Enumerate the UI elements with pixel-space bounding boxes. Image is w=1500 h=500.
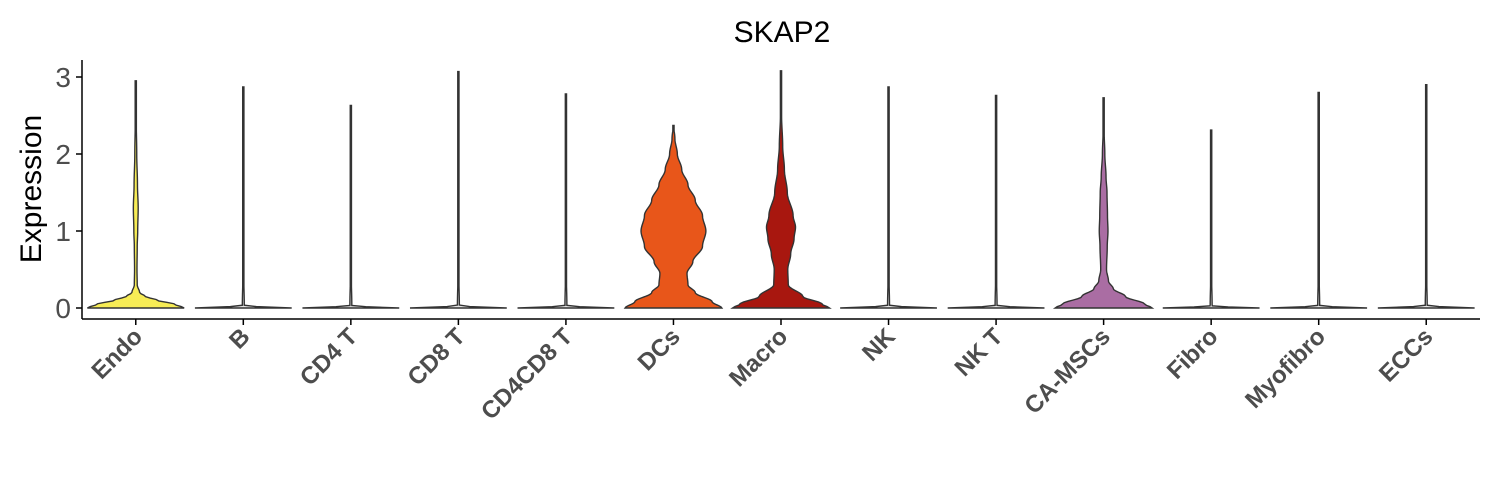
violin-cd4-t xyxy=(302,104,400,309)
violin-cd8-t xyxy=(409,70,507,309)
violin-cd4cd8-t xyxy=(517,93,615,309)
x-tick-label: NK xyxy=(857,323,901,367)
x-tick-label: Macro xyxy=(724,323,793,392)
x-tick-label: CA-MSCs xyxy=(1019,323,1115,419)
y-tick-label: 1 xyxy=(55,216,71,247)
x-tick-label: CD8 T xyxy=(403,323,471,391)
x-tick-label: Endo xyxy=(87,323,149,385)
x-tick-label: CD4CD8 T xyxy=(476,323,578,425)
x-tick-label: ECCs xyxy=(1374,323,1438,387)
violin-eccs xyxy=(1377,84,1475,309)
violin-fibro xyxy=(1162,129,1260,309)
violin-nk-t xyxy=(947,94,1045,309)
y-axis-label: Expression xyxy=(15,115,48,263)
violin-b xyxy=(194,86,292,309)
y-tick-label: 2 xyxy=(55,139,71,170)
x-axis-ticks: Endo B CD4 T CD8 T CD4CD8 T DCs Macro NK NK T CA-… xyxy=(87,319,1438,425)
chart-title: SKAP2 xyxy=(734,16,831,49)
y-tick-label: 0 xyxy=(55,293,71,324)
violin-endo xyxy=(87,80,185,309)
violin-ca-mscs xyxy=(1052,97,1155,309)
x-tick-label: CD4 T xyxy=(295,323,363,391)
y-tick-label: 3 xyxy=(55,62,71,93)
x-tick-label: NK T xyxy=(950,323,1009,382)
x-tick-label: DCs xyxy=(633,323,686,376)
violin-dcs xyxy=(623,124,724,309)
x-tick-label: B xyxy=(224,323,255,354)
violin-macro xyxy=(730,70,832,309)
violin-group xyxy=(87,70,1475,309)
y-axis-ticks: 0 1 2 3 xyxy=(55,62,82,324)
x-tick-label: Fibro xyxy=(1162,323,1224,385)
violin-nk xyxy=(840,86,937,309)
x-tick-label: Myofibro xyxy=(1240,323,1331,414)
violin-myofibro xyxy=(1270,91,1368,309)
